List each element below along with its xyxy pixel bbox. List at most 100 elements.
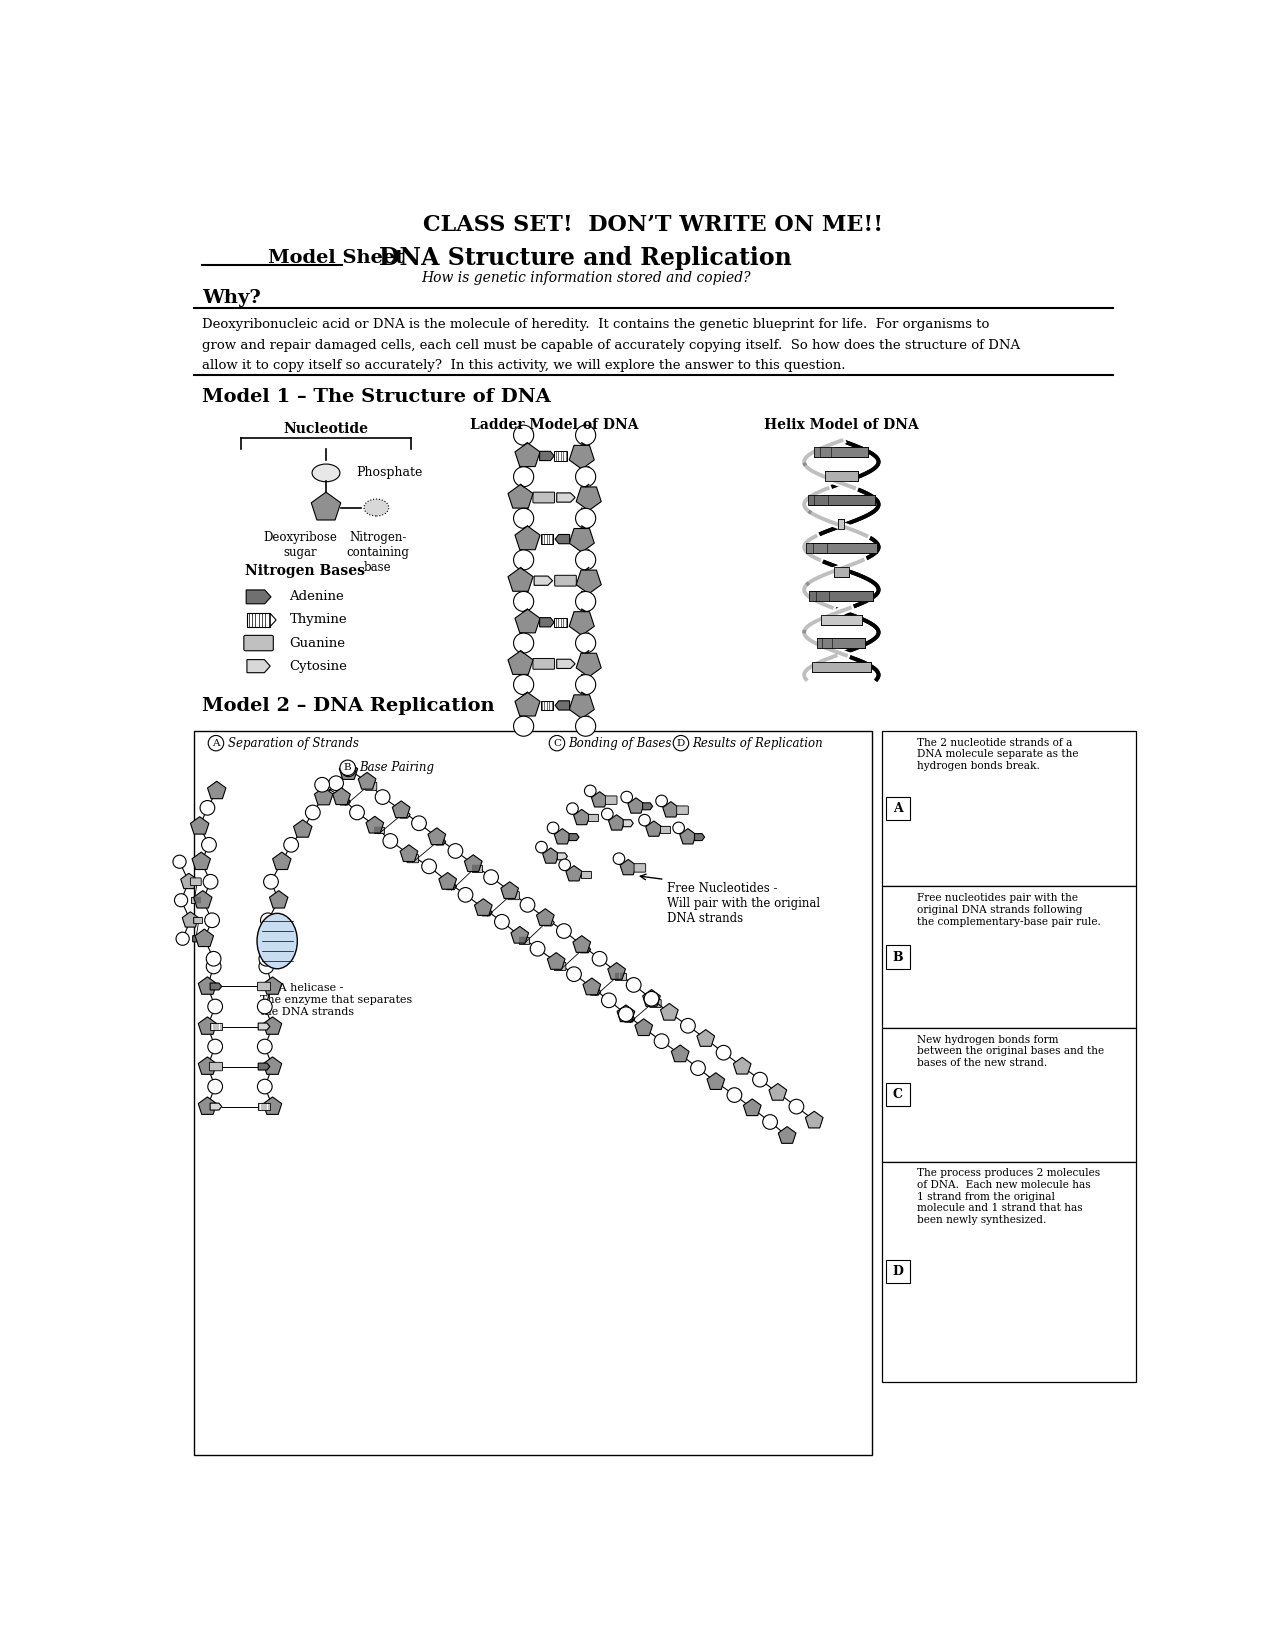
Polygon shape [273,851,291,870]
Polygon shape [198,1016,217,1035]
Circle shape [602,808,613,820]
Bar [194,731,872,1455]
Bar [882,731,1136,886]
Polygon shape [293,820,312,837]
Circle shape [566,967,581,982]
FancyBboxPatch shape [533,658,555,670]
Circle shape [258,1000,272,1013]
Polygon shape [733,1058,751,1074]
Circle shape [575,508,595,528]
Circle shape [514,426,534,446]
Circle shape [655,795,667,807]
Text: DNA helicase -
The enzyme that separates
the DNA strands: DNA helicase - The enzyme that separates… [260,983,412,1016]
Polygon shape [557,853,567,860]
Circle shape [458,888,473,903]
Polygon shape [617,1005,635,1021]
Circle shape [208,1040,223,1054]
Circle shape [575,591,595,612]
Polygon shape [366,817,384,833]
Polygon shape [583,978,601,995]
FancyBboxPatch shape [649,1000,662,1008]
Circle shape [208,736,223,751]
Circle shape [575,716,595,736]
FancyBboxPatch shape [533,492,555,503]
FancyBboxPatch shape [606,795,617,805]
Polygon shape [592,792,608,807]
Polygon shape [266,929,284,947]
Text: Results of Replication: Results of Replication [692,736,824,749]
Bar [806,543,877,553]
Circle shape [514,549,534,569]
Polygon shape [193,936,201,942]
Polygon shape [663,802,680,817]
Polygon shape [264,977,282,995]
Circle shape [558,860,570,871]
Circle shape [258,1040,272,1054]
Polygon shape [569,528,594,553]
Bar [815,447,868,457]
Polygon shape [515,693,541,716]
Text: D: D [892,1266,904,1279]
Polygon shape [436,838,446,845]
Polygon shape [620,860,636,874]
Bar [806,543,877,553]
Polygon shape [569,612,594,635]
Circle shape [207,952,221,967]
Polygon shape [246,591,272,604]
Polygon shape [569,695,594,718]
Polygon shape [339,762,358,779]
Polygon shape [198,977,217,995]
Text: Nucleotide: Nucleotide [283,422,368,436]
Text: New hydrogen bonds form
between the original bases and the
bases of the new stra: New hydrogen bonds form between the orig… [917,1035,1104,1068]
Polygon shape [446,883,456,889]
Circle shape [602,993,616,1008]
FancyBboxPatch shape [258,982,270,990]
Polygon shape [625,1015,635,1021]
Bar [374,827,384,833]
Bar [555,452,567,460]
Circle shape [448,843,463,858]
Circle shape [200,800,214,815]
Polygon shape [247,660,270,673]
Bar [825,472,858,482]
Ellipse shape [312,464,340,482]
Text: CLASS SET!  DON’T WRITE ON ME!!: CLASS SET! DON’T WRITE ON ME!! [423,214,884,236]
Circle shape [284,838,298,851]
Text: Phosphate: Phosphate [356,467,422,480]
Polygon shape [190,817,209,835]
Bar [472,865,482,871]
Bar [210,1023,222,1030]
Polygon shape [643,990,660,1006]
Polygon shape [198,1097,217,1114]
Polygon shape [645,822,662,837]
Text: Helix Model of DNA: Helix Model of DNA [764,417,919,432]
Text: Ladder Model of DNA: Ladder Model of DNA [470,417,639,432]
Circle shape [259,959,274,974]
Text: D: D [677,739,685,747]
Circle shape [207,959,221,974]
Bar [886,1261,909,1284]
FancyBboxPatch shape [365,782,377,790]
Polygon shape [576,653,602,676]
Polygon shape [544,919,555,926]
Polygon shape [333,787,351,805]
Bar [834,568,849,577]
Circle shape [644,992,659,1006]
Polygon shape [806,1110,824,1129]
Text: grow and repair damaged cells, each cell must be capable of accurately copying i: grow and repair damaged cells, each cell… [201,338,1020,351]
Polygon shape [660,1003,678,1020]
Polygon shape [482,909,492,916]
Circle shape [691,1061,705,1076]
Circle shape [340,761,356,776]
Polygon shape [743,1099,761,1115]
Circle shape [208,1079,223,1094]
Text: Bonding of Bases: Bonding of Bases [569,736,672,749]
Text: The 2 nucleotide strands of a
DNA molecule separate as the
hydrogen bonds break.: The 2 nucleotide strands of a DNA molecu… [917,738,1079,771]
Text: Why?: Why? [201,289,261,307]
Text: Nitrogen Bases: Nitrogen Bases [245,564,365,579]
Polygon shape [557,660,575,668]
Circle shape [673,822,685,833]
Polygon shape [210,1104,222,1110]
Circle shape [514,675,534,695]
Bar [588,815,598,822]
